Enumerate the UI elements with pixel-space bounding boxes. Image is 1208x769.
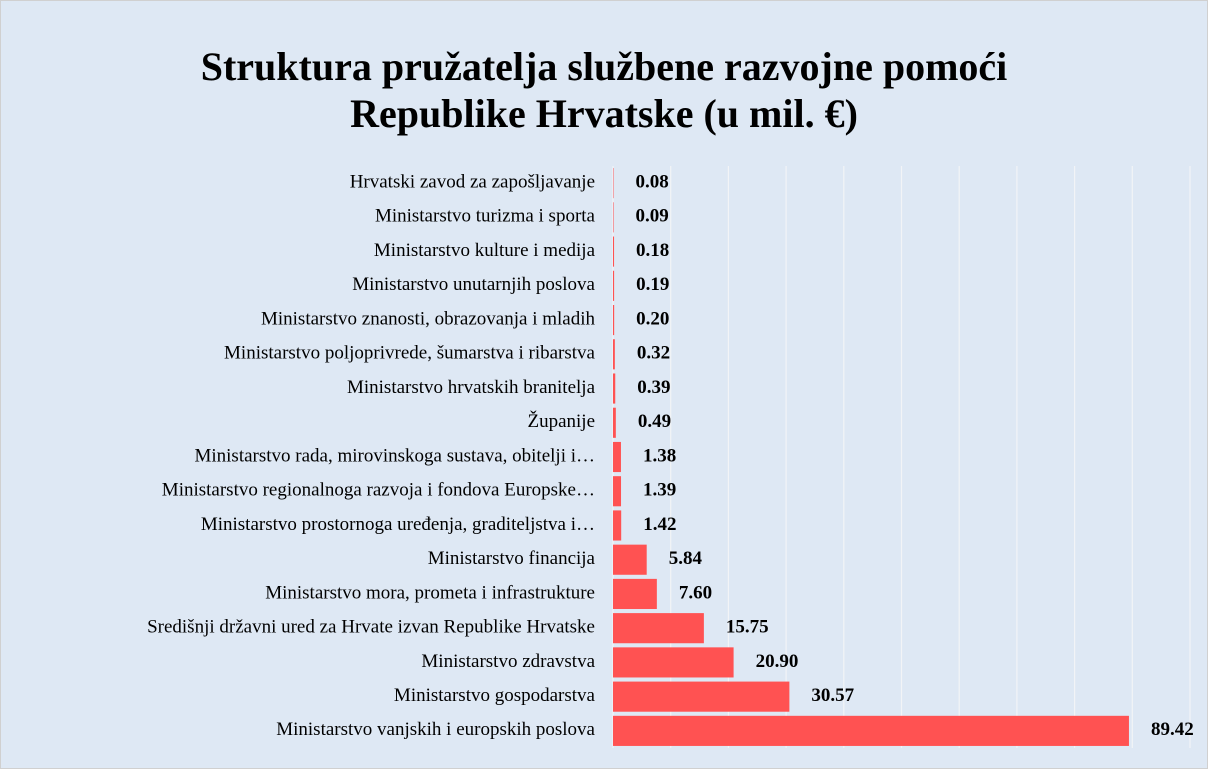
y-tick-label: Ministarstvo rada, mirovinskoga sustava,…	[194, 445, 595, 466]
y-tick-label: Ministarstvo mora, prometa i infrastrukt…	[265, 582, 595, 603]
value-label: 0.09	[636, 206, 669, 227]
value-label: 7.60	[679, 582, 712, 603]
value-label: 1.38	[643, 445, 676, 466]
y-tick-label: Ministarstvo zdravstva	[421, 651, 595, 672]
bar	[613, 715, 1129, 746]
value-label: 30.57	[811, 685, 854, 706]
bar	[613, 544, 647, 575]
bar	[613, 339, 615, 370]
y-tick-label: Ministarstvo vanjskih i europskih poslov…	[276, 719, 595, 740]
value-label: 0.20	[636, 308, 669, 329]
chart-title: Struktura pružatelja službene razvojne p…	[200, 44, 1008, 136]
y-tick-label: Hrvatski zavod za zapošljavanje	[350, 171, 595, 192]
y-tick-label: Ministarstvo prostornoga uređenja, gradi…	[201, 514, 595, 535]
bar	[613, 510, 622, 541]
bar	[613, 613, 704, 644]
value-label: 0.19	[636, 274, 669, 295]
bar	[613, 647, 734, 678]
y-tick-label: Ministarstvo znanosti, obrazovanja i mla…	[261, 308, 596, 329]
value-label: 0.32	[637, 343, 670, 364]
value-label: 0.39	[637, 377, 670, 398]
bar	[613, 681, 790, 712]
y-tick-label: Ministarstvo poljoprivrede, šumarstva i …	[224, 343, 596, 364]
y-tick-label: Središnji državni ured za Hrvate izvan R…	[147, 617, 595, 638]
y-tick-label: Ministarstvo regionalnoga razvoja i fond…	[162, 480, 595, 501]
value-label: 0.49	[638, 411, 671, 432]
value-label: 1.39	[643, 480, 676, 501]
bar	[613, 304, 615, 336]
bar	[613, 476, 622, 507]
value-label: 20.90	[756, 651, 799, 672]
y-tick-label: Ministarstvo hrvatskih branitelja	[347, 377, 596, 398]
bar	[613, 373, 616, 404]
y-tick-label: Ministarstvo turizma i sporta	[375, 206, 596, 227]
value-label: 0.18	[636, 240, 669, 261]
y-tick-label: Ministarstvo unutarnjih poslova	[352, 274, 595, 295]
y-tick-label: Ministarstvo financija	[428, 548, 596, 569]
y-tick-label: Županije	[527, 410, 595, 432]
bar	[613, 578, 657, 610]
bar	[613, 202, 614, 233]
bar	[613, 236, 615, 267]
y-tick-label: Ministarstvo gospodarstva	[394, 685, 596, 706]
value-label: 5.84	[669, 548, 703, 569]
value-label: 15.75	[726, 617, 769, 638]
bar	[613, 270, 615, 301]
bar	[613, 407, 616, 438]
value-label: 89.42	[1151, 719, 1194, 740]
value-label: 1.42	[643, 514, 676, 535]
y-tick-label: Ministarstvo kulture i medija	[374, 240, 596, 261]
bar	[613, 441, 621, 473]
value-label: 0.08	[635, 171, 668, 192]
